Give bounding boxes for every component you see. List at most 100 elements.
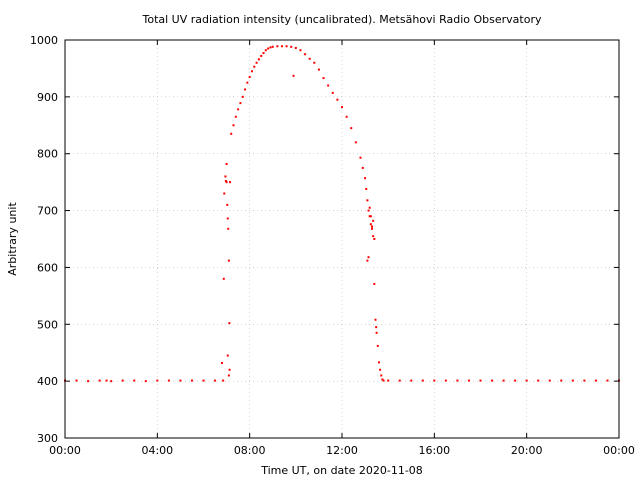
data-point (226, 354, 229, 357)
y-axis-label: Arbitrary unit (6, 202, 19, 276)
data-point (369, 215, 372, 218)
x-tick-label: 00:00 (603, 444, 635, 457)
data-point (379, 368, 382, 371)
data-point (374, 318, 377, 321)
data-point (133, 379, 136, 382)
data-point (571, 379, 574, 382)
data-point (262, 52, 265, 55)
data-point (354, 141, 357, 144)
data-point (327, 84, 330, 87)
data-point (222, 379, 225, 382)
data-point (376, 344, 379, 347)
data-point (359, 156, 362, 159)
data-point (294, 46, 297, 49)
y-tick-label: 900 (37, 91, 58, 104)
axes: 300 400 500 600 700 800 900 1000 00:00 04:00 08:00… (30, 34, 635, 457)
data-point (167, 379, 170, 382)
plot-frame (64, 39, 620, 439)
data-point (366, 259, 369, 262)
data-point (228, 368, 231, 371)
data-point (239, 102, 242, 105)
data-point (372, 219, 375, 222)
x-axis-label: Time UT, on date 2020-11-08 (260, 464, 423, 477)
data-point (87, 380, 90, 383)
data-point (317, 68, 320, 71)
data-point (223, 192, 226, 195)
data-point (214, 379, 217, 382)
x-tick-label: 08:00 (234, 444, 266, 457)
data-point (366, 199, 369, 202)
data-point (367, 256, 370, 259)
data-point (267, 47, 270, 50)
y-tick-label: 600 (37, 261, 58, 274)
y-tick-label: 500 (37, 318, 58, 331)
data-point (331, 91, 334, 94)
data-point (371, 227, 374, 230)
data-point (292, 74, 295, 77)
data-point (372, 235, 375, 238)
data-point (290, 45, 293, 48)
data-point (375, 331, 378, 334)
data-point (226, 217, 229, 220)
data-point (491, 379, 494, 382)
chart-title: Total UV radiation intensity (uncalibrat… (142, 13, 542, 26)
data-point (398, 379, 401, 382)
data-point (241, 95, 244, 98)
data-point (502, 379, 505, 382)
data-point (220, 361, 223, 364)
data-point (322, 77, 325, 80)
data-point (373, 238, 376, 240)
data-point (271, 45, 274, 48)
data-point (514, 379, 517, 382)
data-point (264, 49, 267, 52)
data-point (421, 379, 424, 382)
data-point (373, 282, 376, 285)
data-point (606, 379, 609, 382)
data-point (336, 98, 339, 101)
data-point (525, 379, 528, 382)
x-tick-label: 16:00 (418, 444, 450, 457)
data-point (229, 181, 232, 184)
y-tick-label: 800 (37, 148, 58, 161)
data-point (361, 166, 364, 169)
data-point (381, 378, 384, 381)
data-point (341, 106, 343, 109)
data-point (560, 379, 563, 382)
data-point (226, 203, 229, 206)
data-point (467, 379, 470, 382)
data-point (121, 379, 124, 382)
data-point (410, 379, 413, 382)
data-point (227, 374, 230, 377)
data-point (227, 259, 230, 262)
data-point (313, 61, 316, 64)
data-point (260, 54, 263, 57)
data-point (253, 65, 256, 68)
data-point (364, 177, 367, 180)
data-point (308, 57, 311, 60)
data-point (232, 124, 235, 127)
data-point (479, 379, 482, 382)
data-point (222, 277, 225, 280)
data-points (64, 45, 620, 383)
data-point (269, 46, 272, 49)
data-point (228, 322, 231, 325)
data-point (377, 361, 380, 364)
y-tick-label: 700 (37, 205, 58, 218)
data-point (234, 115, 237, 118)
data-point (594, 379, 597, 382)
data-point (156, 379, 159, 382)
x-tick-label: 20:00 (511, 444, 543, 457)
data-point (190, 379, 193, 382)
data-point (244, 88, 247, 91)
data-point (202, 379, 205, 382)
data-point (250, 70, 253, 73)
data-point (248, 75, 251, 78)
data-point (225, 181, 228, 184)
data-point (345, 115, 348, 118)
data-point (110, 380, 113, 383)
data-point (179, 379, 182, 382)
x-tick-label: 04:00 (141, 444, 173, 457)
data-point (387, 379, 390, 382)
data-point (368, 206, 371, 209)
